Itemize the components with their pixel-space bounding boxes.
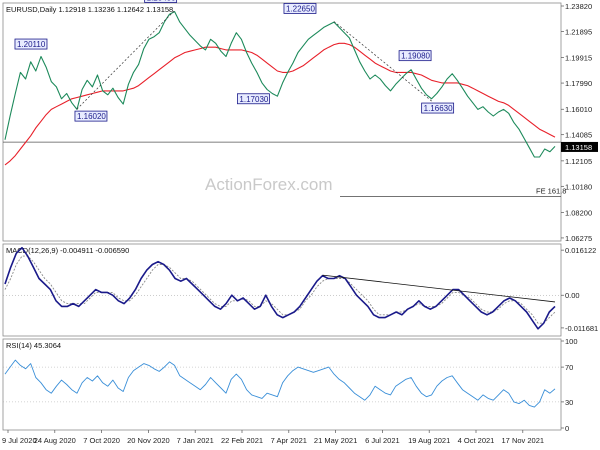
x-tick-label: 20 Nov 2020	[127, 436, 170, 445]
price-label: 1.16630	[421, 102, 455, 114]
rsi-y-tick-label: 70	[565, 363, 573, 372]
x-tick-label: 17 Nov 2021	[502, 436, 545, 445]
price-label-text: 1.17030	[239, 95, 268, 104]
rsi-header: RSI(14) 45.3064	[6, 341, 61, 350]
price-y-tick-label: 1.19915	[565, 54, 592, 63]
price-label-box	[74, 110, 108, 122]
price-label-text: 1.19080	[401, 52, 430, 61]
macd-header: MACD(12,26,9) -0.004911 -0.006590	[6, 246, 129, 255]
price-y-tick-label: 1.08200	[565, 208, 592, 217]
x-tick-label: 7 Jan 2021	[177, 436, 214, 445]
x-tick-label: 22 Feb 2021	[221, 436, 263, 445]
price-label-box	[421, 102, 455, 114]
price-label-box	[283, 3, 317, 14]
price-y-tick-label: 1.12105	[565, 157, 592, 166]
macd-trend-line	[322, 274, 556, 303]
rsi-y-tick-label: 0	[565, 424, 569, 433]
price-label: 1.20110	[14, 38, 48, 50]
x-tick-label: 7 Oct 2020	[83, 436, 120, 445]
rsi-panel-frame	[2, 338, 562, 431]
x-tick-label: 24 Aug 2020	[34, 436, 76, 445]
last-price-tag	[561, 141, 598, 152]
macd-line	[4, 246, 556, 330]
price-label-box	[398, 50, 432, 62]
macd-y-tick-label: 0.016122	[565, 246, 596, 255]
watermark: ActionForex.com	[205, 175, 333, 194]
price-panel-frame	[2, 2, 562, 242]
price-label: 1.16020	[74, 110, 108, 122]
macd-signal-line	[4, 255, 556, 324]
axis-layer: 1.23820 1.21895 1.19915 1.17990 1.16010 1.140…	[2, 2, 598, 445]
price-y-tick-label: 1.23820	[565, 2, 592, 11]
trend-line-down	[333, 21, 432, 102]
price-y-tick-label: 1.14085	[565, 131, 592, 140]
macd-y-tick-label: 0.00	[565, 291, 580, 300]
price-y-tick-label: 1.06275	[565, 234, 592, 243]
x-tick-label: 4 Oct 2021	[458, 436, 495, 445]
price-layer: FE 161.8 1.20110 1.16020 1.23480 1.17030 1.22…	[3, 0, 566, 197]
price-label-box	[237, 93, 270, 105]
price-y-tick-label: 1.10180	[565, 182, 592, 191]
x-tick-label: 6 Jul 2021	[365, 436, 400, 445]
fe-label: FE 161.8	[536, 186, 566, 195]
price-y-tick-label: 1.16010	[565, 105, 592, 114]
price-line	[4, 11, 556, 158]
x-tick-label: 21 May 2021	[314, 436, 357, 445]
rsi-layer	[3, 359, 561, 408]
macd-panel-frame	[2, 243, 562, 337]
price-label-text: 1.23480	[147, 0, 176, 2]
price-label-text: 1.20110	[17, 40, 46, 49]
rsi-y-tick-label: 100	[565, 337, 578, 346]
price-label-text: 1.22650	[286, 4, 315, 13]
price-y-tick-label: 1.17990	[565, 79, 592, 88]
price-label: 1.17030	[237, 93, 270, 105]
rsi-y-tick-label: 30	[565, 398, 573, 407]
x-tick-label: 9 Jul 2020	[2, 436, 37, 445]
macd-y-tick-label: -0.011681	[565, 324, 598, 333]
macd-layer	[3, 246, 561, 330]
x-tick-label: 7 Apr 2021	[271, 436, 307, 445]
x-tick-label: 19 Aug 2021	[408, 436, 450, 445]
price-y-tick-label: 1.21895	[565, 27, 592, 36]
price-label-text: 1.16020	[77, 112, 106, 121]
price-label-box	[14, 38, 48, 50]
price-label: 1.22650	[283, 3, 317, 14]
rsi-line	[4, 359, 556, 408]
price-label: 1.23480	[144, 0, 178, 3]
price-header: EURUSD,Daily 1.12918 1.13236 1.12642 1.1…	[6, 5, 173, 14]
price-label-box	[144, 0, 178, 3]
price-label: 1.19080	[398, 50, 432, 62]
last-price-label: 1.13158	[565, 143, 592, 152]
trend-line-up	[76, 10, 175, 110]
price-label-text: 1.16630	[424, 104, 453, 113]
moving-average-line	[4, 42, 556, 166]
